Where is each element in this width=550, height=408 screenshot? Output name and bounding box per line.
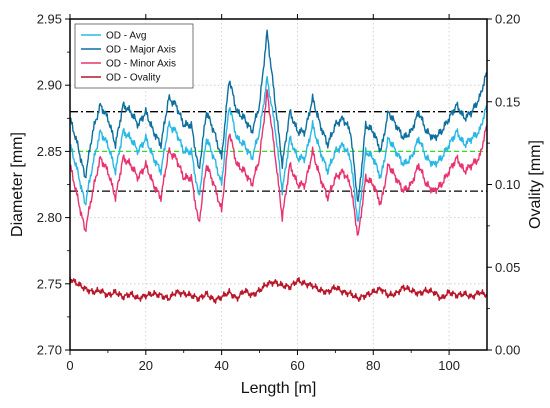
x-axis-title: Length [m] (241, 380, 317, 397)
y2-tick-label-3: 0.15 (495, 94, 520, 109)
x-tick-label-5: 100 (438, 358, 460, 373)
axis-ticks: 0 20 40 60 80 100 2.70 2.75 2.80 2.85 2.90 2.95 0.00… (37, 12, 521, 374)
y-tick-label-5: 2.95 (37, 12, 62, 27)
y-tick-label-3: 2.85 (37, 144, 62, 159)
legend-label-minor: OD - Minor Axis (106, 59, 176, 70)
series-line-2 (69, 89, 488, 236)
y-tick-label-2: 2.80 (37, 210, 62, 225)
legend-label-ovality: OD - Ovality (106, 73, 160, 84)
y2-tick-label-1: 0.05 (495, 260, 520, 275)
y2-tick-label-2: 0.10 (495, 177, 520, 192)
x-tick-label-0: 0 (66, 358, 73, 373)
y-axis-title: Diameter [mm] (9, 132, 26, 237)
y2-axis-title: Ovality [mm] (527, 140, 544, 229)
series-line-0 (69, 75, 488, 223)
y-tick-label-0: 2.70 (37, 343, 62, 358)
legend: OD - Avg OD - Major Axis OD - Minor Axis… (74, 23, 194, 89)
y2-tick-label-4: 0.20 (495, 12, 520, 27)
series-lines (69, 29, 488, 304)
series-line-1 (69, 29, 488, 203)
x-tick-label-1: 20 (139, 358, 153, 373)
y2-tick-label-0: 0.00 (495, 343, 520, 358)
x-tick-label-2: 40 (214, 358, 228, 373)
x-tick-label-3: 60 (290, 358, 304, 373)
y-tick-label-1: 2.75 (37, 276, 62, 291)
legend-label-major: OD - Major Axis (106, 45, 176, 56)
series-line-3 (69, 277, 488, 304)
x-tick-label-4: 80 (366, 358, 380, 373)
legend-label-avg: OD - Avg (106, 31, 146, 42)
y-tick-label-4: 2.90 (37, 78, 62, 93)
